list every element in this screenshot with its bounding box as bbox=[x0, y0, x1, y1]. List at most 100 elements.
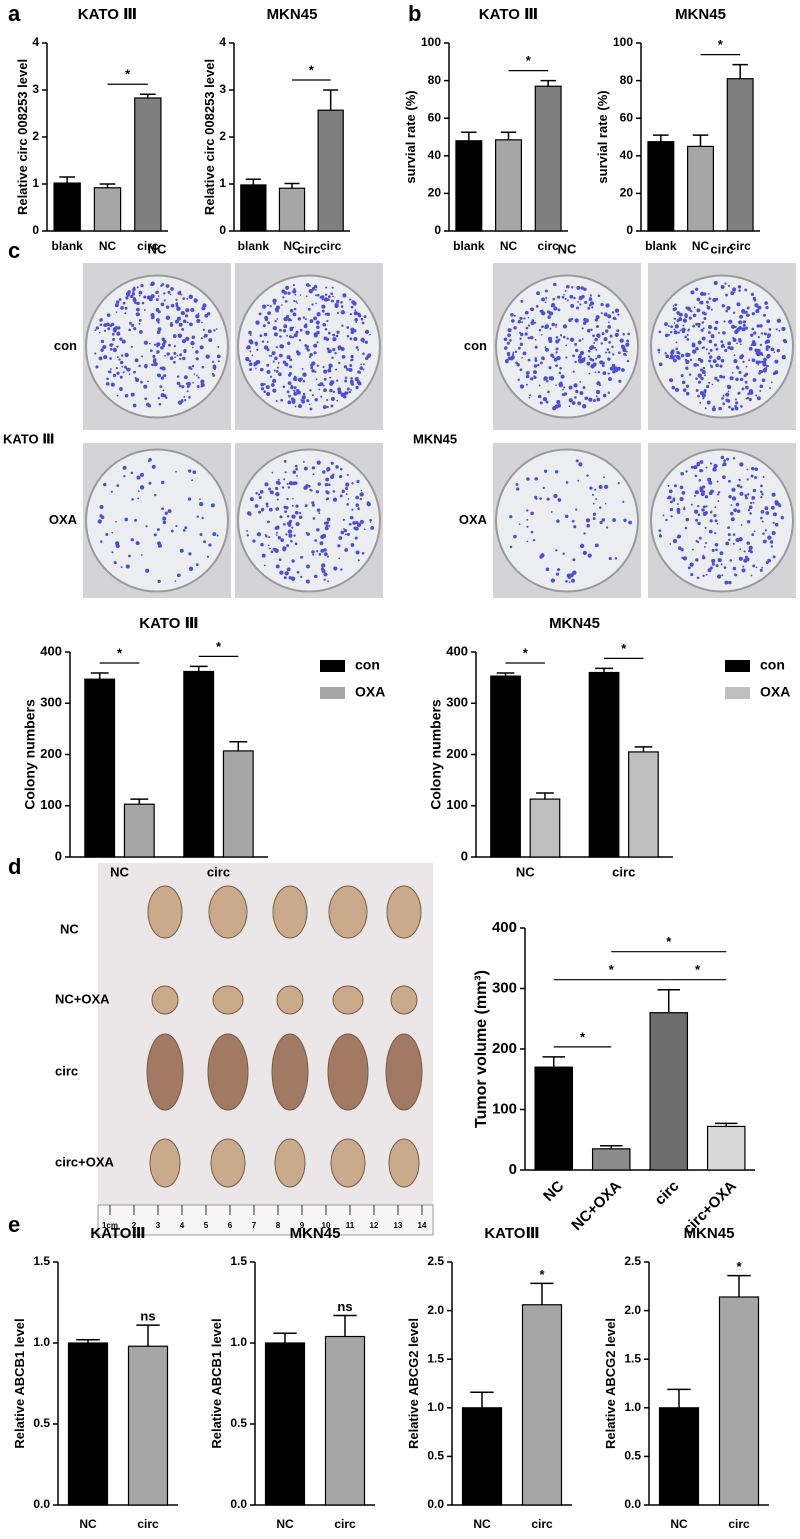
colony bbox=[270, 550, 274, 554]
bar bbox=[658, 1407, 700, 1506]
colony bbox=[283, 478, 286, 481]
colony bbox=[672, 305, 675, 307]
colony bbox=[736, 366, 740, 370]
colony bbox=[568, 398, 573, 403]
colony bbox=[702, 366, 706, 370]
colony bbox=[745, 496, 748, 500]
colony bbox=[608, 377, 612, 381]
colony bbox=[344, 379, 348, 383]
colony bbox=[682, 556, 688, 561]
colony bbox=[288, 522, 291, 525]
colony bbox=[364, 340, 368, 344]
colony bbox=[545, 296, 548, 299]
colony bbox=[505, 359, 509, 364]
bar bbox=[534, 85, 562, 232]
colony bbox=[671, 385, 676, 390]
colony bbox=[714, 519, 718, 523]
colony bbox=[119, 337, 123, 341]
colony bbox=[569, 573, 574, 578]
tumor bbox=[276, 985, 304, 1015]
colony bbox=[569, 294, 574, 299]
error-bar bbox=[461, 131, 477, 141]
colony bbox=[722, 402, 726, 406]
colony bbox=[548, 366, 552, 370]
colony bbox=[583, 287, 587, 291]
colony bbox=[315, 490, 320, 494]
colony bbox=[338, 361, 341, 365]
colony bbox=[305, 484, 309, 488]
colony bbox=[697, 340, 702, 345]
colony bbox=[124, 306, 128, 310]
colony bbox=[700, 328, 704, 332]
colony bbox=[762, 368, 767, 373]
error-bar bbox=[530, 1282, 554, 1305]
colony bbox=[343, 293, 346, 296]
colony bbox=[176, 381, 181, 386]
colony bbox=[587, 355, 591, 358]
colony bbox=[119, 375, 123, 379]
colony bbox=[749, 390, 754, 395]
colony bbox=[362, 368, 365, 371]
colony bbox=[673, 358, 677, 363]
colony bbox=[362, 340, 365, 343]
colony bbox=[692, 313, 697, 318]
ruler-label: 6 bbox=[228, 1221, 233, 1230]
colony bbox=[111, 531, 114, 534]
tumor bbox=[388, 1138, 420, 1188]
colony bbox=[713, 326, 718, 331]
bar bbox=[222, 750, 254, 858]
colony bbox=[326, 466, 331, 472]
colony bbox=[729, 511, 734, 516]
colony bbox=[733, 354, 736, 357]
colony bbox=[343, 527, 345, 530]
colony bbox=[156, 318, 160, 322]
colony bbox=[336, 379, 339, 382]
significance-label: ns bbox=[140, 1309, 155, 1324]
error-bar bbox=[284, 182, 300, 189]
colony bbox=[122, 371, 125, 374]
colony bbox=[757, 305, 762, 310]
colony bbox=[753, 298, 757, 302]
colony bbox=[517, 320, 522, 324]
colony bbox=[277, 478, 280, 481]
colony bbox=[769, 387, 772, 390]
colony bbox=[276, 318, 278, 320]
colony bbox=[293, 375, 297, 379]
colony bbox=[364, 329, 370, 335]
colony bbox=[618, 351, 621, 355]
colony bbox=[621, 368, 625, 372]
colony bbox=[338, 536, 343, 540]
colony bbox=[258, 495, 262, 500]
colony bbox=[340, 305, 344, 308]
colony bbox=[544, 324, 549, 329]
colony bbox=[709, 519, 713, 523]
x-tick-label: circ bbox=[137, 1517, 159, 1531]
colony bbox=[697, 325, 701, 328]
colony bbox=[188, 552, 192, 556]
colony bbox=[344, 533, 347, 536]
colony bbox=[750, 474, 754, 478]
colony bbox=[728, 538, 731, 542]
colony bbox=[720, 284, 725, 289]
colony bbox=[332, 333, 336, 337]
colony bbox=[723, 320, 726, 323]
y-tick-label: 0.5 bbox=[427, 1449, 444, 1463]
colony bbox=[133, 327, 137, 331]
colony bbox=[346, 334, 350, 338]
colony bbox=[718, 406, 722, 411]
colony bbox=[174, 356, 176, 358]
colony bbox=[526, 383, 528, 386]
colony bbox=[199, 533, 203, 536]
colony bbox=[781, 326, 786, 332]
colony bbox=[747, 509, 751, 512]
colony bbox=[359, 519, 364, 524]
colony bbox=[293, 391, 298, 396]
error-bar bbox=[139, 93, 156, 98]
colony bbox=[323, 572, 328, 577]
colony bbox=[138, 294, 141, 297]
colony bbox=[695, 539, 698, 543]
colony bbox=[542, 357, 545, 361]
y-tick-label: 80 bbox=[620, 73, 634, 87]
colony bbox=[123, 474, 126, 478]
colony bbox=[288, 533, 293, 538]
